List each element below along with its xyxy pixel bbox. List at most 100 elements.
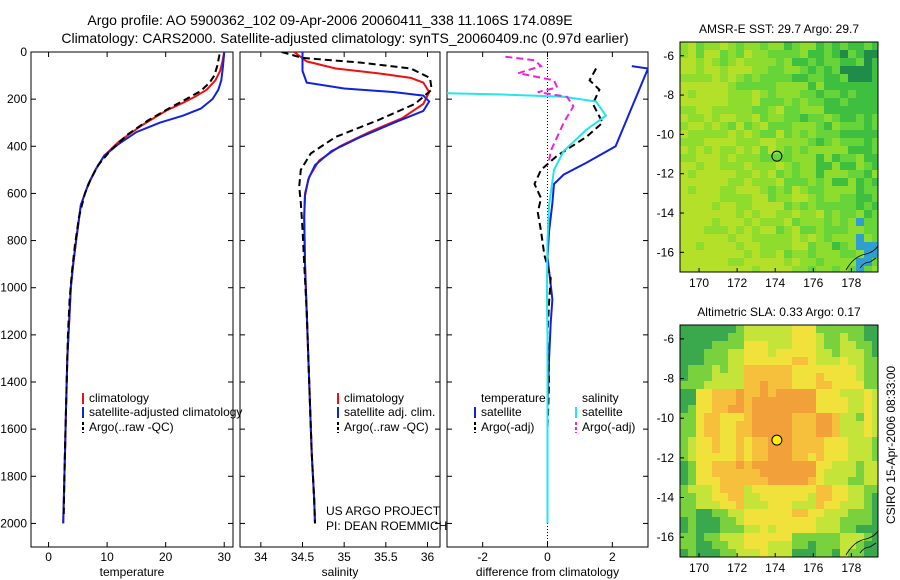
sst-map-cell bbox=[824, 202, 833, 211]
sla-map-cell bbox=[792, 485, 801, 494]
sla-map-cell bbox=[832, 541, 841, 550]
sla-map-cell bbox=[808, 333, 817, 342]
sst-map-cell bbox=[728, 210, 737, 219]
sla-map-cell bbox=[872, 477, 878, 486]
sla-map-cell bbox=[840, 501, 849, 510]
sla-map-cell bbox=[704, 325, 713, 334]
sla-map-cell bbox=[696, 429, 705, 438]
sla-map-cell bbox=[752, 517, 761, 526]
sst-map-cell bbox=[824, 162, 833, 171]
sst-map-cell bbox=[840, 170, 849, 179]
sst-map-cell bbox=[720, 138, 729, 147]
sla-map-cell bbox=[720, 365, 729, 374]
temperature-xtick-label: 10 bbox=[100, 550, 114, 564]
sst-map-cell bbox=[712, 154, 721, 163]
sla-map-cell bbox=[768, 469, 777, 478]
sla-map-cell bbox=[776, 429, 785, 438]
sst-map-cell bbox=[776, 178, 785, 187]
sst-map-cell bbox=[824, 66, 833, 75]
pi-annotation: PI: DEAN ROEMMICH bbox=[326, 519, 447, 533]
sst-map-cell bbox=[728, 218, 737, 227]
sla-map-cell bbox=[736, 445, 745, 454]
sla-map-cell bbox=[712, 509, 721, 518]
sla-map-cell bbox=[704, 533, 713, 542]
sla-map-cell bbox=[736, 509, 745, 518]
sst-map-cell bbox=[768, 162, 777, 171]
sst-map-cell bbox=[856, 138, 865, 147]
sst-map-cell bbox=[832, 170, 841, 179]
sla-map-cell bbox=[704, 493, 713, 502]
sst-map-cell bbox=[736, 42, 745, 51]
sla-map-cell bbox=[688, 549, 697, 557]
sla-map-cell bbox=[768, 429, 777, 438]
sla-map-cell bbox=[728, 405, 737, 414]
sst-map-cell bbox=[720, 42, 729, 51]
sst-map-cell bbox=[688, 146, 697, 155]
sst-map-cell bbox=[696, 58, 705, 67]
sst-map-cell bbox=[848, 66, 857, 75]
sst-map-cell bbox=[816, 202, 825, 211]
sst-map-cell bbox=[744, 266, 753, 272]
sla-map-cell bbox=[840, 381, 849, 390]
sst-map-cell bbox=[848, 242, 857, 251]
salinity-xtick-label: 35.5 bbox=[374, 550, 398, 564]
sst-map-cell bbox=[792, 98, 801, 107]
sst-map-cell bbox=[760, 266, 769, 272]
sst-map-cell bbox=[688, 242, 697, 251]
sla-map-cell bbox=[688, 501, 697, 510]
sst-map-cell bbox=[744, 42, 753, 51]
sst-map-cell bbox=[680, 130, 689, 139]
sla-map-cell bbox=[832, 469, 841, 478]
sla-map-cell bbox=[744, 365, 753, 374]
sst-map-cell bbox=[856, 146, 865, 155]
sla-map-cell bbox=[840, 421, 849, 430]
sst-map-cell bbox=[744, 178, 753, 187]
sst-map-cell bbox=[744, 98, 753, 107]
sst-map-cell bbox=[752, 98, 761, 107]
sst-map-cell bbox=[712, 66, 721, 75]
sst-map-cell bbox=[744, 202, 753, 211]
sst-map-cell bbox=[832, 154, 841, 163]
sst-map-cell bbox=[840, 90, 849, 99]
sst-map-cell bbox=[728, 42, 737, 51]
sla-map-cell bbox=[688, 429, 697, 438]
sst-map-cell bbox=[752, 154, 761, 163]
sst-map-cell bbox=[696, 82, 705, 91]
sla-map-cell bbox=[872, 517, 878, 526]
sla-map-cell bbox=[784, 493, 793, 502]
sla-map-cell bbox=[736, 349, 745, 358]
sst-map-cell bbox=[712, 58, 721, 67]
sst-map-cell bbox=[704, 170, 713, 179]
sla-map-cell bbox=[832, 389, 841, 398]
sla-map-cell bbox=[736, 485, 745, 494]
sla-map-cell bbox=[704, 333, 713, 342]
sst-map-cell bbox=[800, 210, 809, 219]
sst-map-cell bbox=[832, 66, 841, 75]
sst-map-cell bbox=[768, 58, 777, 67]
depth-tick-label: 1800 bbox=[0, 469, 27, 483]
sst-map-cell bbox=[792, 250, 801, 259]
sla-map-cell bbox=[792, 413, 801, 422]
sla-map-cell bbox=[824, 453, 833, 462]
sla-map-cell bbox=[696, 365, 705, 374]
sst-map-cell bbox=[864, 234, 873, 243]
sla-map-cell bbox=[872, 501, 878, 510]
sst-map-cell bbox=[736, 170, 745, 179]
sla-map-cell bbox=[728, 397, 737, 406]
sla-map-cell bbox=[704, 437, 713, 446]
sst-map-cell bbox=[816, 90, 825, 99]
sla-map-cell bbox=[680, 501, 689, 510]
sst-map-cell bbox=[784, 106, 793, 115]
sst-map-cell bbox=[832, 194, 841, 203]
sla-map-cell bbox=[840, 525, 849, 534]
sst-map-cell bbox=[704, 154, 713, 163]
sla-map-cell bbox=[816, 445, 825, 454]
sla-map-cell bbox=[728, 373, 737, 382]
sla-map-cell bbox=[704, 541, 713, 550]
sla-map-cell bbox=[744, 453, 753, 462]
sla-map-cell bbox=[720, 333, 729, 342]
sst-map-cell bbox=[704, 186, 713, 195]
sla-map-cell bbox=[856, 381, 865, 390]
sst-map-cell bbox=[728, 258, 737, 267]
sla-map-cell bbox=[872, 373, 878, 382]
